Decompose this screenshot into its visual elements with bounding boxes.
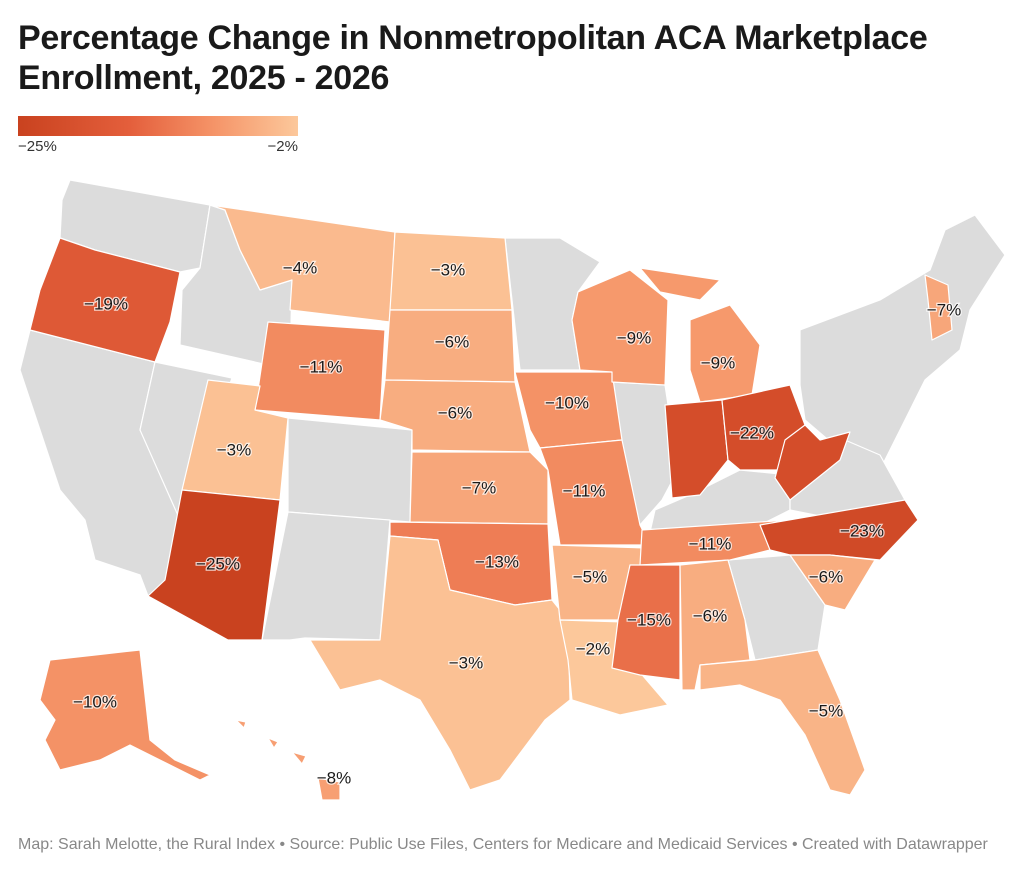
chart-title: Percentage Change in Nonmetropolitan ACA… (18, 18, 1008, 98)
label-wy: −11% (300, 357, 343, 376)
label-mt: −4% (283, 258, 318, 277)
label-al: −6% (693, 606, 728, 625)
title-line-1: Percentage Change in Nonmetropolitan ACA… (18, 19, 928, 57)
label-ms: −15% (627, 610, 671, 629)
label-tx: −3% (449, 653, 484, 672)
label-ok: −13% (475, 552, 519, 571)
legend-labels: −25% −2% (18, 136, 298, 158)
no-data-states (19, 179, 1006, 661)
label-sd: −6% (435, 332, 470, 351)
state-value-labels: −19% −4% −3% −6% −11% −6% −3% −25% −7% −… (72, 257, 963, 789)
label-hi: −8% (317, 768, 352, 787)
label-mo: −11% (563, 481, 606, 500)
label-nh: −7% (927, 300, 962, 319)
data-states (29, 204, 953, 801)
state-ak[interactable] (39, 649, 211, 781)
label-or: −19% (84, 294, 128, 313)
label-nd: −3% (431, 260, 466, 279)
label-ne: −6% (438, 403, 473, 422)
state-ne[interactable] (379, 379, 531, 453)
state-in[interactable] (664, 399, 729, 499)
label-mi: −9% (701, 353, 736, 372)
legend-min-label: −25% (18, 138, 57, 155)
state-northeast[interactable] (799, 214, 1006, 481)
state-wi[interactable] (571, 269, 669, 386)
label-nc: −23% (840, 521, 884, 540)
state-ks[interactable] (409, 451, 549, 525)
state-az[interactable] (147, 489, 281, 641)
label-az: −25% (196, 554, 240, 573)
source-footer: Map: Sarah Melotte, the Rural Index • So… (18, 836, 988, 853)
label-ak: −10% (73, 692, 117, 711)
state-tx[interactable] (309, 535, 571, 791)
label-ar: −5% (573, 567, 608, 586)
state-nh[interactable] (924, 274, 953, 341)
color-legend: −25% −2% (18, 116, 298, 158)
label-ia: −10% (545, 393, 589, 412)
title-line-2: Enrollment, 2025 - 2026 (18, 59, 390, 97)
state-hi[interactable] (235, 719, 341, 801)
label-ut: −3% (217, 440, 252, 459)
label-oh: −22% (730, 423, 774, 442)
label-fl: −5% (809, 701, 844, 720)
label-la: −2% (576, 639, 611, 658)
state-or[interactable] (29, 237, 181, 363)
legend-max-label: −2% (267, 138, 298, 155)
label-ks: −7% (462, 478, 497, 497)
legend-gradient-bar (18, 116, 298, 136)
label-wi: −9% (617, 328, 652, 347)
state-sc[interactable] (789, 554, 876, 611)
state-wv[interactable] (774, 424, 851, 501)
label-sc: −6% (809, 567, 844, 586)
state-nm[interactable] (261, 511, 391, 641)
state-co[interactable] (287, 417, 413, 523)
state-fl[interactable] (699, 649, 866, 796)
state-tn[interactable] (639, 519, 791, 566)
us-choropleth-map: −19% −4% −3% −6% −11% −6% −3% −25% −7% −… (19, 179, 1006, 801)
label-tn: −11% (689, 534, 732, 553)
